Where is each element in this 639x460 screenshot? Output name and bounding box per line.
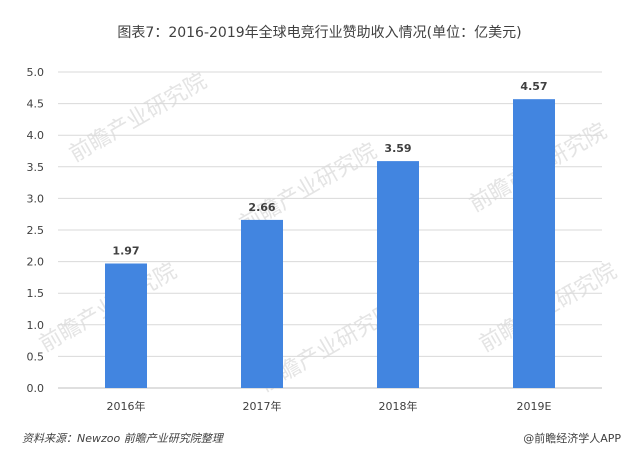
bar xyxy=(241,219,283,388)
brand-credit: @前瞻经济学人APP xyxy=(523,432,621,445)
x-tick-label: 2019E xyxy=(517,400,552,413)
x-tick-label: 2017年 xyxy=(243,399,282,413)
y-tick-label: 3.5 xyxy=(27,161,45,174)
bar xyxy=(377,161,419,388)
y-tick-label: 1.5 xyxy=(27,287,45,300)
source-note: 资料来源：Newzoo 前瞻产业研究院整理 xyxy=(22,432,223,445)
data-label: 3.59 xyxy=(384,142,411,155)
y-tick-label: 4.5 xyxy=(27,98,45,111)
bar xyxy=(513,99,555,389)
y-tick-label: 4.0 xyxy=(27,129,45,142)
y-tick-label: 1.0 xyxy=(27,319,45,332)
x-tick-label: 2018年 xyxy=(379,399,418,413)
y-tick-label: 3.0 xyxy=(27,192,45,205)
y-tick-label: 0.5 xyxy=(27,350,45,363)
data-label: 1.97 xyxy=(112,244,139,257)
y-tick-label: 5.0 xyxy=(27,66,45,79)
y-tick-label: 0.0 xyxy=(27,382,45,395)
x-tick-label: 2016年 xyxy=(107,399,146,413)
data-label: 4.57 xyxy=(520,80,547,93)
y-tick-label: 2.5 xyxy=(27,224,45,237)
bar xyxy=(105,263,147,388)
data-label: 2.66 xyxy=(248,201,275,214)
chart-title: 图表7：2016-2019年全球电竞行业赞助收入情况(单位：亿美元) xyxy=(117,25,522,41)
y-tick-label: 2.0 xyxy=(27,256,45,269)
